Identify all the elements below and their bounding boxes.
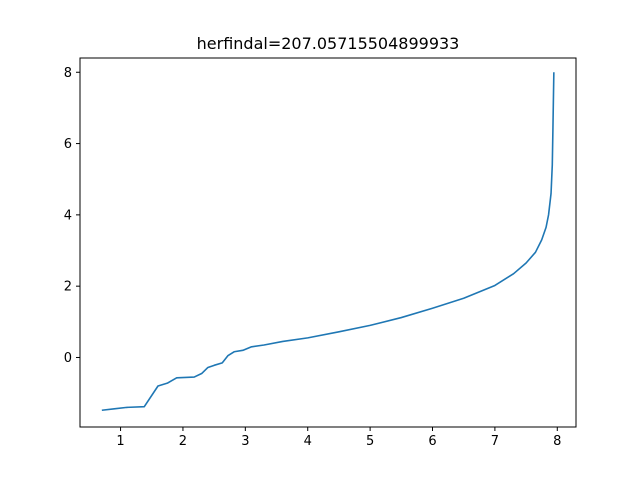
y-axis: 0 2 4 6 8	[64, 66, 80, 366]
axes-frame	[79, 57, 577, 428]
y-tick-label: 8	[64, 66, 72, 81]
series-layer	[101, 72, 555, 412]
x-tick-label: 1	[116, 434, 124, 449]
x-tick-label: 6	[428, 434, 436, 449]
x-tick-label: 3	[241, 434, 249, 449]
y-tick-label: 2	[64, 280, 72, 295]
y-tick-label: 0	[64, 351, 72, 366]
x-tick-label: 4	[304, 434, 312, 449]
x-tick-label: 8	[553, 434, 561, 449]
x-tick-label: 2	[179, 434, 187, 449]
x-axis: 1 2 3 4 5 6 7 8	[116, 427, 561, 449]
series-line-0	[101, 72, 555, 412]
x-tick-label: 5	[366, 434, 374, 449]
y-tick-label: 6	[64, 137, 72, 152]
chart-title: herfindal=207.05715504899933	[197, 34, 460, 53]
plot-area: 1 2 3 4 5 6 7 8 0 2 4 6 8	[64, 57, 577, 449]
x-tick-label: 7	[491, 434, 499, 449]
y-tick-label: 4	[64, 208, 72, 223]
